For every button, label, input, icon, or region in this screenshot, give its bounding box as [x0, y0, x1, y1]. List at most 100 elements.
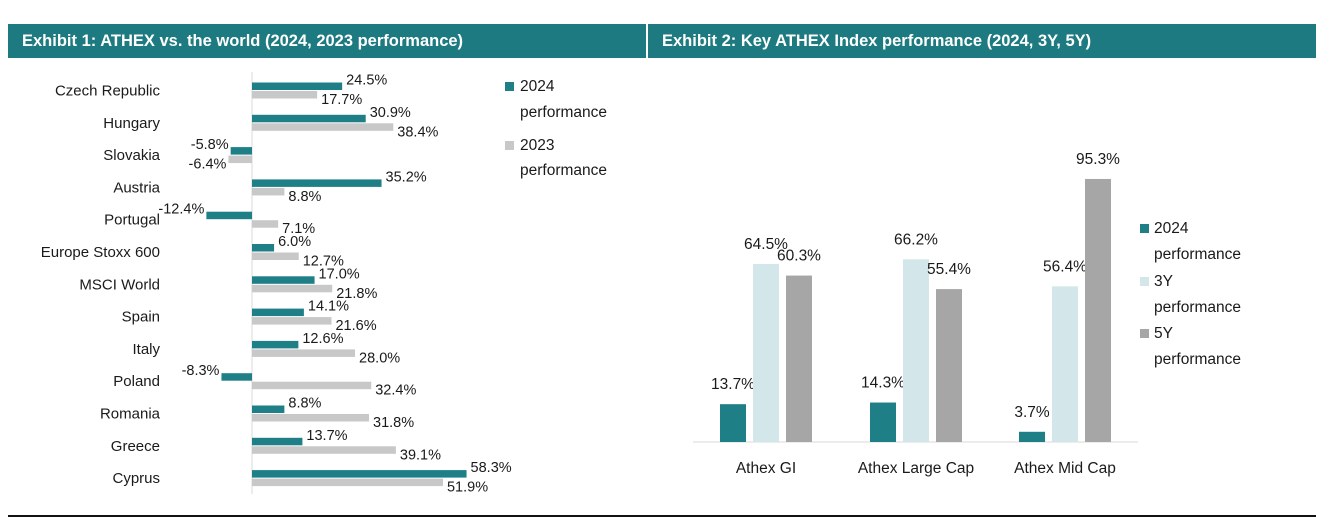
bar-3Y	[903, 259, 929, 442]
data-label: 13.7%	[711, 376, 755, 393]
category-label: Austria	[113, 179, 160, 196]
data-label: 38.4%	[397, 124, 438, 140]
category-label: MSCI World	[79, 276, 160, 293]
data-label: 35.2%	[386, 169, 427, 185]
data-label: 12.6%	[302, 331, 343, 347]
category-label: Athex GI	[736, 460, 796, 477]
data-label: -12.4%	[158, 202, 204, 218]
bar-2024	[206, 211, 252, 220]
bar-2024	[252, 340, 299, 349]
bar-2024	[870, 402, 896, 442]
bar-2023	[228, 155, 252, 164]
category-label: Athex Large Cap	[858, 460, 974, 477]
bar-2023	[252, 381, 372, 390]
bar-2023	[252, 446, 396, 454]
bar-2024	[252, 114, 366, 123]
exhibit1-header: Exhibit 1: ATHEX vs. the world (2024, 20…	[8, 24, 646, 58]
data-label: 14.3%	[861, 375, 905, 392]
data-label: 3.7%	[1014, 404, 1050, 421]
legend-swatch-2024	[505, 82, 514, 91]
bar-3Y	[753, 263, 779, 442]
category-label: Poland	[113, 373, 160, 390]
category-label: Hungary	[103, 115, 160, 132]
data-label: 95.3%	[1076, 151, 1120, 168]
bar-2024	[720, 404, 746, 442]
data-label: 55.4%	[927, 261, 971, 278]
category-label: Cyprus	[112, 470, 160, 487]
bar-5Y	[786, 275, 812, 442]
bar-2023	[252, 252, 299, 260]
exhibit2-header: Exhibit 2: Key ATHEX Index performance (…	[648, 24, 1316, 58]
bar-2024	[252, 82, 343, 90]
legend-swatch-2023	[505, 141, 514, 150]
data-label: -6.4%	[189, 157, 227, 173]
bar-3Y	[1052, 286, 1078, 442]
data-label: 32.4%	[375, 383, 416, 399]
bar-2024	[1019, 431, 1045, 442]
bar-2023	[252, 220, 279, 228]
data-label: 31.8%	[373, 415, 414, 431]
data-label: 39.1%	[400, 447, 441, 463]
legend-label: 2024	[520, 78, 555, 95]
data-label: 28.0%	[359, 350, 400, 366]
bar-2024	[230, 147, 252, 155]
category-label: Athex Mid Cap	[1014, 460, 1116, 477]
bar-2023	[252, 187, 285, 196]
category-label: Czech Republic	[55, 83, 161, 100]
category-label: Slovakia	[103, 147, 160, 164]
bar-2023	[252, 317, 332, 325]
legend-swatch	[1140, 277, 1149, 286]
bar-2024	[252, 244, 275, 252]
data-label: 13.7%	[306, 428, 347, 444]
data-label: 30.9%	[370, 105, 411, 121]
data-label: 24.5%	[346, 73, 387, 89]
legend-label: performance	[1154, 351, 1241, 368]
legend-label: 3Y	[1154, 273, 1173, 290]
data-label: 51.9%	[447, 480, 488, 496]
bottom-rule	[8, 515, 1316, 517]
bar-5Y	[1085, 178, 1111, 443]
data-label: -8.3%	[182, 363, 220, 379]
legend-label: performance	[1154, 246, 1241, 263]
legend-label: 2023	[520, 137, 554, 154]
data-label: 58.3%	[471, 460, 512, 476]
legend-swatch	[1140, 224, 1149, 233]
data-label: 21.6%	[335, 318, 376, 334]
legend-label: 2024	[1154, 220, 1189, 237]
data-label: 7.1%	[282, 221, 315, 237]
legend-label: performance	[520, 162, 607, 179]
data-label: 66.2%	[894, 231, 938, 248]
category-label: Romania	[100, 406, 161, 423]
category-label: Europe Stoxx 600	[41, 244, 160, 261]
data-label: 56.4%	[1043, 258, 1087, 275]
legend-swatch	[1140, 329, 1149, 338]
data-label: 6.0%	[278, 234, 311, 250]
category-label: Portugal	[104, 212, 160, 229]
category-label: Italy	[132, 341, 160, 358]
bar-2023	[252, 91, 318, 99]
bar-5Y	[936, 289, 962, 442]
bar-2024	[252, 308, 304, 317]
bar-2023	[252, 284, 333, 293]
category-label: Greece	[111, 438, 160, 455]
bar-2023	[252, 478, 443, 487]
data-label: 60.3%	[777, 248, 821, 265]
data-label: 17.0%	[319, 266, 360, 282]
data-label: 8.8%	[288, 189, 321, 205]
legend-label: 5Y	[1154, 325, 1173, 342]
data-label: 17.7%	[321, 92, 362, 108]
data-label: 21.8%	[336, 286, 377, 302]
data-label: -5.8%	[191, 137, 229, 153]
bar-2023	[252, 123, 394, 131]
bar-2024	[252, 405, 285, 413]
bar-2024	[252, 470, 467, 478]
bar-2024	[252, 276, 315, 284]
legend-label: performance	[520, 104, 607, 121]
bar-2023	[252, 414, 370, 422]
data-label: 64.5%	[744, 236, 788, 253]
data-label: 14.1%	[308, 299, 349, 315]
data-label: 12.7%	[303, 254, 344, 270]
data-label: 8.8%	[288, 396, 321, 412]
category-label: Spain	[122, 309, 160, 326]
exhibit2-chart: 13.7% 64.5%60.3% Athex GI 14.3% 66.2% 55.4% At…	[693, 151, 1241, 477]
